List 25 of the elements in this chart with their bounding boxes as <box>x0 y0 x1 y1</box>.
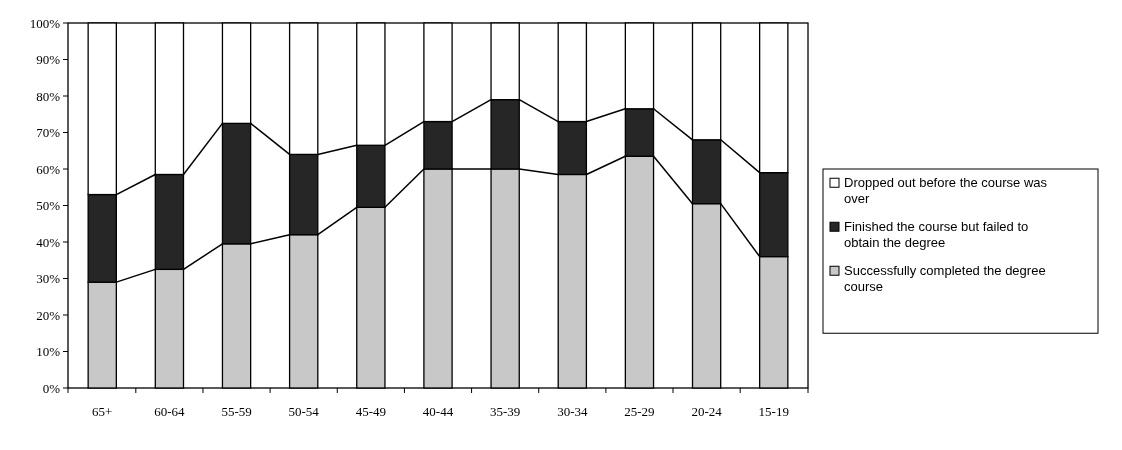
x-tick-label: 20-24 <box>691 404 723 419</box>
x-tick-label: 45-49 <box>355 404 387 419</box>
legend-label: Successfully completed the degree course <box>844 263 1046 295</box>
y-tick-label: 30% <box>36 271 61 287</box>
x-tick-label: 25-29 <box>624 404 655 419</box>
x-tick-label: 60-64 <box>154 404 186 419</box>
x-tick-label: 40-44 <box>422 404 454 419</box>
y-tick-label: 20% <box>36 307 61 323</box>
y-tick-label: 60% <box>36 161 61 177</box>
y-tick-label: 90% <box>36 52 61 68</box>
legend-label: Dropped out before the course was over <box>844 175 1048 207</box>
y-tick-label: 0% <box>42 380 61 396</box>
y-tick-label: 10% <box>36 344 61 360</box>
y-tick-label: 80% <box>36 88 61 104</box>
x-tick-label: 50-54 <box>288 404 320 419</box>
x-tick-label: 30-34 <box>557 404 588 419</box>
x-tick-label: 65+ <box>92 404 113 419</box>
x-tick-label: 15-19 <box>758 404 789 419</box>
x-tick-label: 55-59 <box>221 404 252 419</box>
y-tick-label: 40% <box>36 234 61 250</box>
y-tick-label: 50% <box>36 198 61 214</box>
x-tick-label: 35-39 <box>489 404 521 419</box>
y-tick-label: 100% <box>29 15 61 31</box>
y-tick-label: 70% <box>36 125 61 141</box>
legend-label: Finished the course but failed to obtain the degree <box>844 219 1029 251</box>
